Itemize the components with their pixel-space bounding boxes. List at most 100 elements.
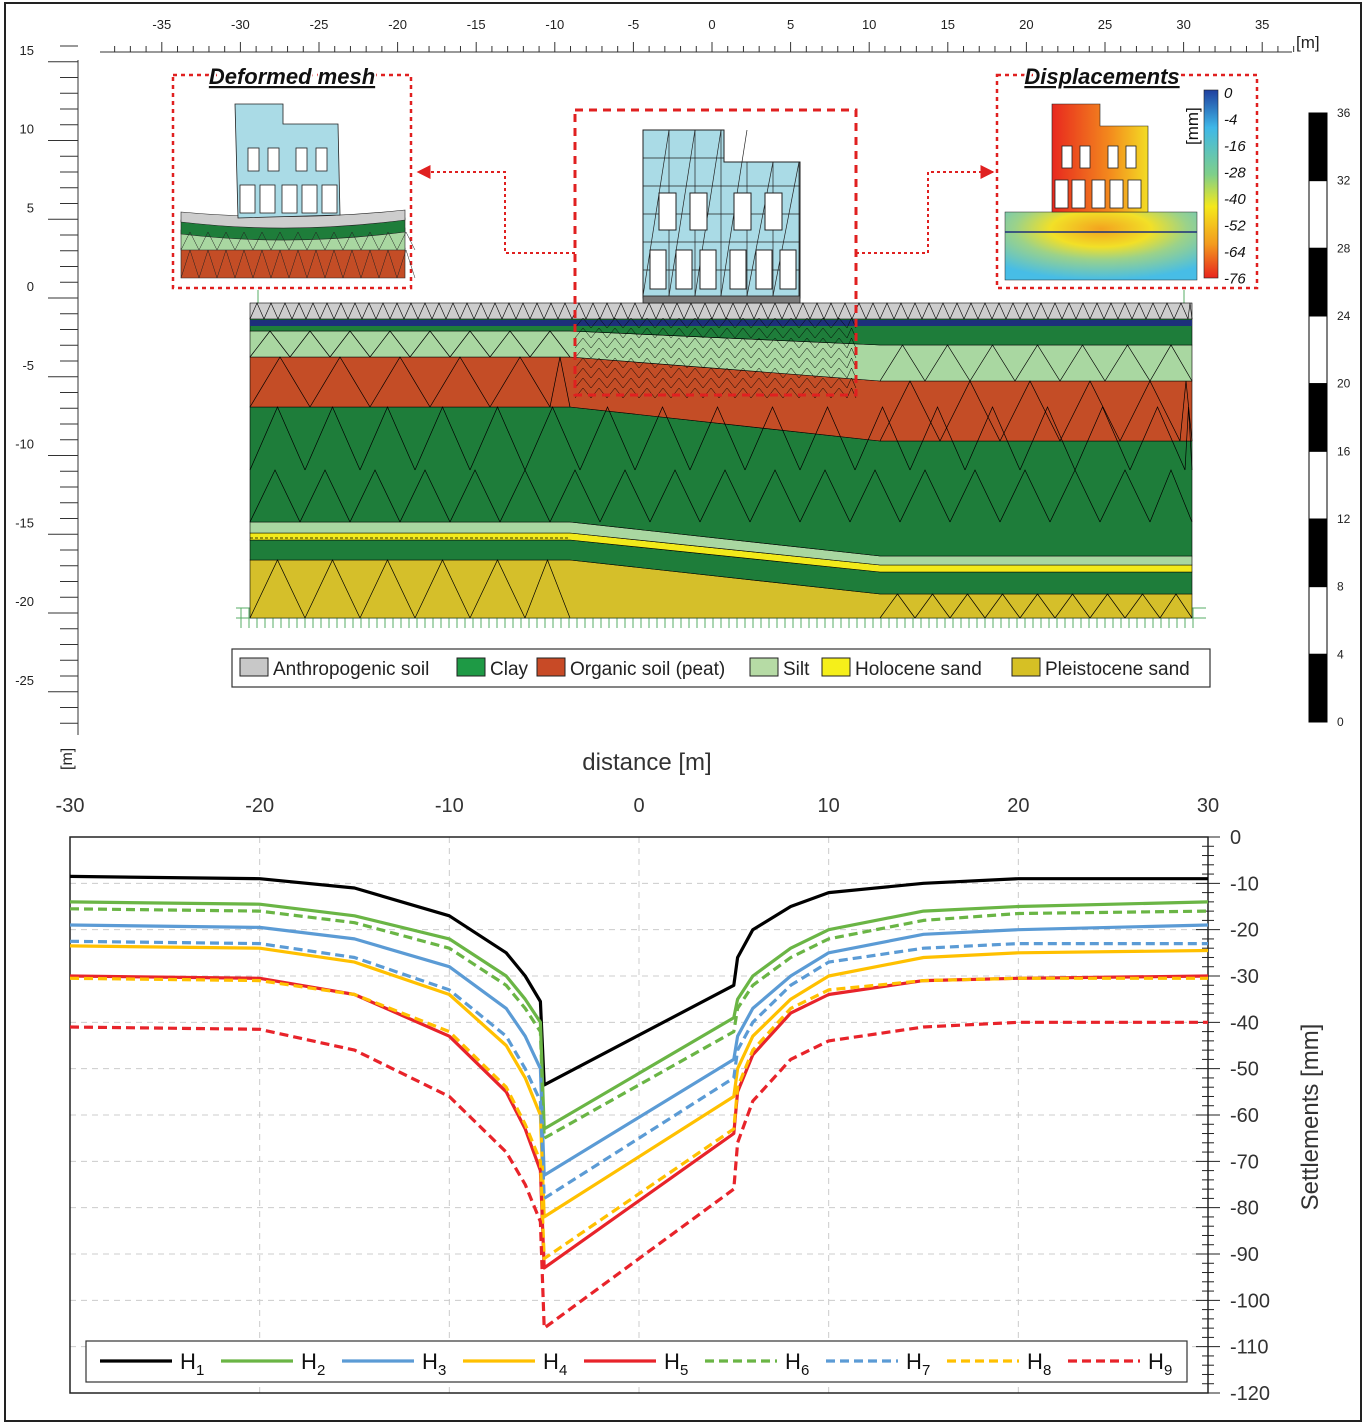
right-scale-label: 16 — [1337, 444, 1351, 458]
legend-swatch — [456, 657, 486, 677]
y-ruler-tick-label: -15 — [15, 515, 34, 530]
x-ruler-tick-label: -5 — [628, 17, 640, 32]
y-ruler-tick-label: -5 — [22, 358, 34, 373]
legend-series-name: H — [180, 1349, 196, 1374]
colorbar-tick-label: -28 — [1224, 165, 1246, 182]
legend-series-sub: 2 — [317, 1362, 325, 1379]
y-tick-label: -60 — [1230, 1105, 1259, 1127]
y-tick-label: -70 — [1230, 1151, 1259, 1173]
legend-series-sub: 8 — [1043, 1362, 1051, 1379]
y-tick-label: -10 — [1230, 873, 1259, 895]
legend-label: Anthropogenic soil — [273, 659, 429, 680]
chart-xlabel: distance [m] — [582, 749, 711, 776]
legend-swatch — [821, 657, 851, 677]
legend-label: Pleistocene sand — [1045, 659, 1190, 680]
y-ruler-tick-label: 15 — [20, 43, 34, 58]
legend-label: Clay — [490, 659, 529, 680]
arrow-to-deformed-mesh — [416, 165, 575, 254]
series-line-4 — [69, 944, 1209, 1219]
right-scale-label: 4 — [1337, 647, 1344, 661]
colorbar — [1203, 89, 1219, 279]
legend-series-sub: 3 — [438, 1362, 446, 1379]
y-ruler-tick-label: -20 — [15, 594, 34, 609]
legend-series-sub: 4 — [559, 1362, 567, 1379]
x-ruler-tick-label: -20 — [388, 17, 407, 32]
x-ruler-tick-label: 30 — [1176, 17, 1190, 32]
soil-cross-section — [236, 290, 1206, 628]
series-line-5 — [69, 974, 1209, 1270]
inset-left-title: Deformed mesh — [209, 64, 375, 89]
colorbar-tick-label: -16 — [1224, 138, 1246, 155]
legend-swatch — [239, 657, 269, 677]
legend-series-name: H — [301, 1349, 317, 1374]
series-line-8 — [69, 976, 1208, 1261]
right-scale-label: 28 — [1337, 241, 1351, 255]
colorbar-labels: 0 -4 -16 -28 -40 -52 -64 -76 — [1224, 85, 1246, 288]
y-tick-label: -50 — [1230, 1059, 1259, 1081]
y-ruler-tick-label: -25 — [15, 673, 34, 688]
y-tick-label: -20 — [1230, 920, 1259, 942]
right-scale-label: 0 — [1337, 715, 1344, 729]
series-line-3 — [69, 923, 1209, 1177]
x-ruler-tick-label: -10 — [545, 17, 564, 32]
x-ruler-tick-label: -25 — [310, 17, 329, 32]
legend-series-name: H — [1148, 1349, 1164, 1374]
series-line-9 — [69, 1020, 1208, 1330]
right-scale-label: 32 — [1337, 174, 1351, 188]
x-tick-label: 10 — [818, 795, 840, 817]
legend-swatch — [536, 657, 566, 677]
legend-series-name: H — [785, 1349, 801, 1374]
y-tick-label: -30 — [1230, 966, 1259, 988]
y-tick-label: -100 — [1230, 1290, 1270, 1312]
legend-series-name: H — [422, 1349, 438, 1374]
legend-swatch — [749, 657, 779, 677]
building-model — [642, 129, 801, 304]
y-tick-label: -90 — [1230, 1244, 1259, 1266]
y-ruler-unit: [m] — [59, 748, 76, 770]
x-ruler-tick-label: 0 — [708, 17, 715, 32]
colorbar-tick-label: -40 — [1224, 191, 1246, 208]
x-ruler-tick-label: -35 — [152, 17, 171, 32]
series-line-1 — [69, 874, 1208, 1087]
legend-series-sub: 1 — [196, 1362, 204, 1379]
soil-legend: Anthropogenic soil Clay Organic soil (peat… — [231, 648, 1211, 688]
x-ruler-tick-label: -15 — [467, 17, 486, 32]
y-ruler-tick-label: 10 — [20, 122, 34, 137]
right-scale-label: 8 — [1337, 580, 1344, 594]
colorbar-tick-label: -52 — [1224, 218, 1246, 235]
x-tick-label: 20 — [1007, 795, 1029, 817]
x-tick-label: 0 — [633, 795, 644, 817]
y-ruler-tick-label: -10 — [15, 437, 34, 452]
legend-series-sub: 9 — [1164, 1362, 1172, 1379]
series-line-7 — [69, 939, 1208, 1200]
y-tick-label: -80 — [1230, 1198, 1259, 1220]
y-tick-label: 0 — [1230, 827, 1241, 849]
y-ruler-tick-label: 5 — [27, 200, 34, 215]
legend-series-sub: 6 — [801, 1362, 809, 1379]
y-tick-label: -110 — [1230, 1337, 1269, 1359]
legend-series-name: H — [543, 1349, 559, 1374]
right-scale-bar: 36 32 28 24 20 16 12 8 4 0 — [1308, 106, 1351, 729]
chart-ylabel: Settlements [mm] — [1297, 1024, 1324, 1211]
legend-swatch — [1011, 657, 1041, 677]
x-ruler-tick-label: 5 — [787, 17, 794, 32]
legend-series-sub: 7 — [922, 1362, 930, 1379]
right-scale-label: 20 — [1337, 377, 1351, 391]
colorbar-tick-label: -76 — [1224, 271, 1246, 288]
y-tick-label: -120 — [1230, 1383, 1270, 1405]
y-ruler: [m] 15 10 5 0 -5 -10 -15 -20 -25 — [15, 43, 79, 770]
legend-series-sub: 5 — [680, 1362, 688, 1379]
legend-label: Silt — [783, 659, 810, 680]
settlement-chart: distance [m] Settlements [mm] -30 -20 -10 0… — [56, 749, 1324, 1405]
arrow-to-displacements — [856, 165, 995, 254]
x-ruler-tick-label: 10 — [862, 17, 876, 32]
figure-frame — [4, 2, 1362, 1422]
x-ruler-tick-label: 35 — [1255, 17, 1269, 32]
x-ruler-tick-label: 15 — [941, 17, 955, 32]
x-ruler-tick-label: -30 — [231, 17, 250, 32]
x-ruler: [m] -35 -30 -25 -20 -15 -10 -5 0 5 10 15 20 25 30 35 — [100, 17, 1320, 53]
x-tick-label: -30 — [56, 795, 85, 817]
colorbar-tick-label: -64 — [1224, 244, 1246, 261]
mesh-lines — [249, 302, 1193, 619]
